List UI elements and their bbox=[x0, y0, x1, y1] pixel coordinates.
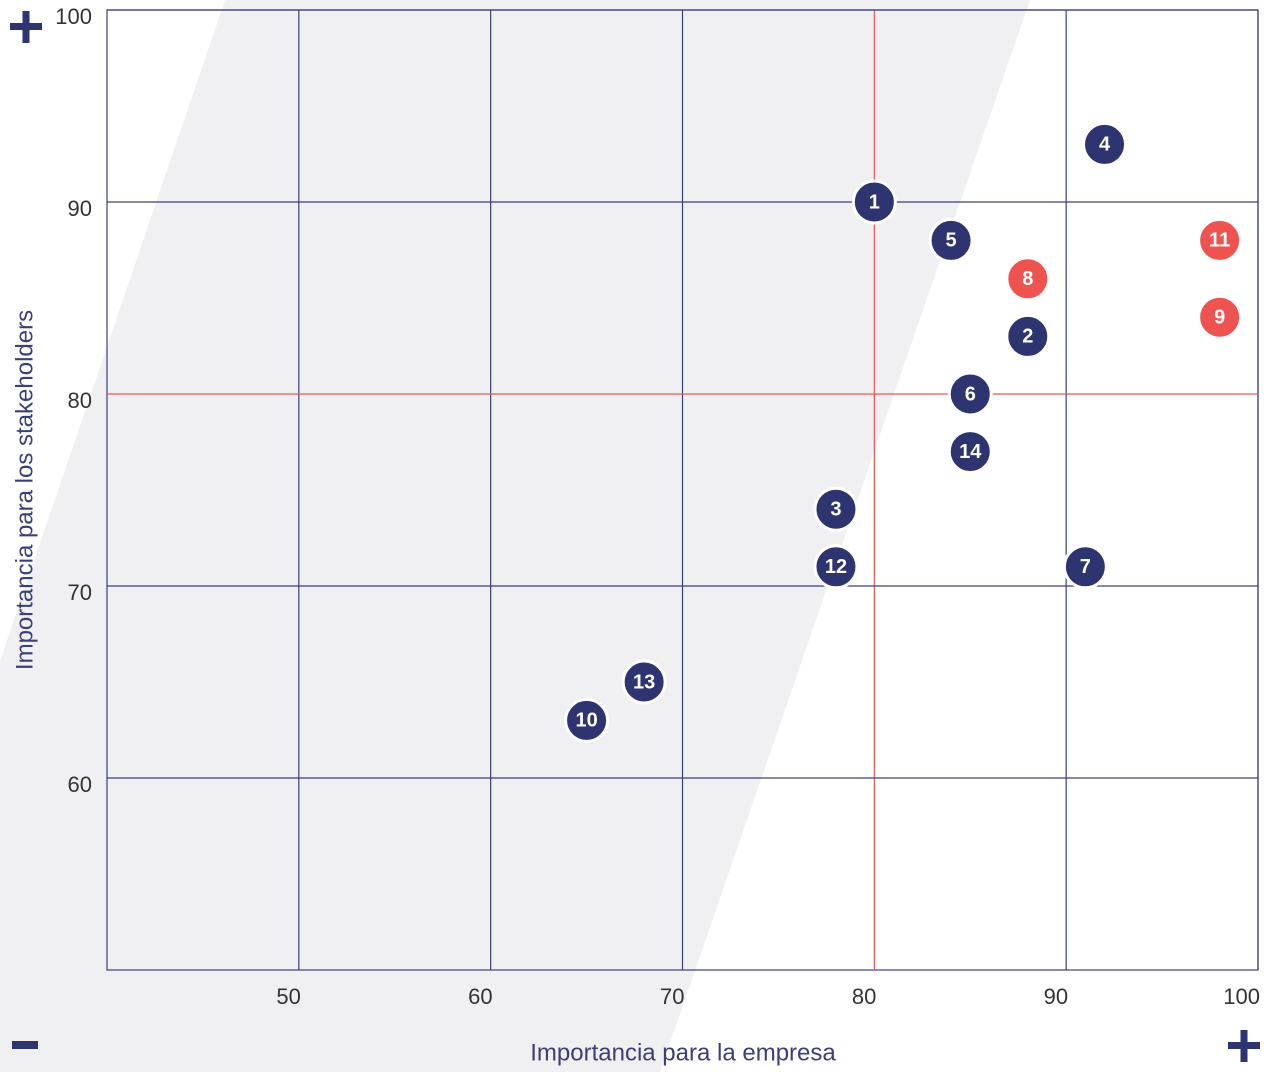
point bbox=[813, 544, 859, 590]
y-tick-label: 60 bbox=[68, 772, 92, 797]
point-label: 10 bbox=[575, 710, 597, 732]
x-tick-label: 90 bbox=[1044, 984, 1068, 1009]
plus-icon bbox=[10, 11, 42, 43]
point-label: 2 bbox=[1022, 326, 1033, 348]
point bbox=[621, 659, 667, 705]
point-label: 4 bbox=[1099, 134, 1111, 156]
point bbox=[1005, 256, 1051, 302]
point-label: 11 bbox=[1209, 230, 1230, 252]
y-axis-label: Importancia para los stakeholders bbox=[11, 310, 38, 670]
point bbox=[928, 217, 974, 263]
point-label: 12 bbox=[825, 556, 847, 578]
point bbox=[813, 486, 859, 532]
x-tick-label: 100 bbox=[1223, 984, 1260, 1009]
point bbox=[1082, 121, 1128, 167]
point bbox=[947, 429, 993, 475]
x-tick-label: 70 bbox=[660, 984, 684, 1009]
minus-icon bbox=[12, 1041, 38, 1049]
point-label: 3 bbox=[830, 498, 841, 520]
point-label: 14 bbox=[959, 441, 982, 463]
plus-icon bbox=[1228, 1030, 1260, 1062]
x-tick-label: 60 bbox=[468, 984, 492, 1009]
point bbox=[1197, 294, 1243, 340]
background-band bbox=[0, 0, 1030, 1072]
point bbox=[947, 371, 993, 417]
y-tick-label: 70 bbox=[68, 580, 92, 605]
point-label: 6 bbox=[965, 383, 976, 405]
y-tick-label: 80 bbox=[68, 388, 92, 413]
x-tick-label: 50 bbox=[276, 984, 300, 1009]
y-tick-label: 90 bbox=[68, 196, 92, 221]
point-label: 9 bbox=[1214, 306, 1225, 328]
point-label: 1 bbox=[869, 191, 880, 213]
point bbox=[851, 179, 897, 225]
x-tick-label: 80 bbox=[852, 984, 876, 1009]
point bbox=[1062, 544, 1108, 590]
point bbox=[564, 697, 610, 743]
x-axis-label: Importancia para la empresa bbox=[530, 1039, 836, 1066]
y-tick-label: 100 bbox=[55, 4, 92, 29]
point-label: 13 bbox=[633, 671, 655, 693]
point bbox=[1197, 217, 1243, 263]
point-label: 7 bbox=[1080, 556, 1091, 578]
point bbox=[1005, 313, 1051, 359]
point-label: 8 bbox=[1022, 268, 1033, 290]
point-label: 5 bbox=[946, 230, 957, 252]
